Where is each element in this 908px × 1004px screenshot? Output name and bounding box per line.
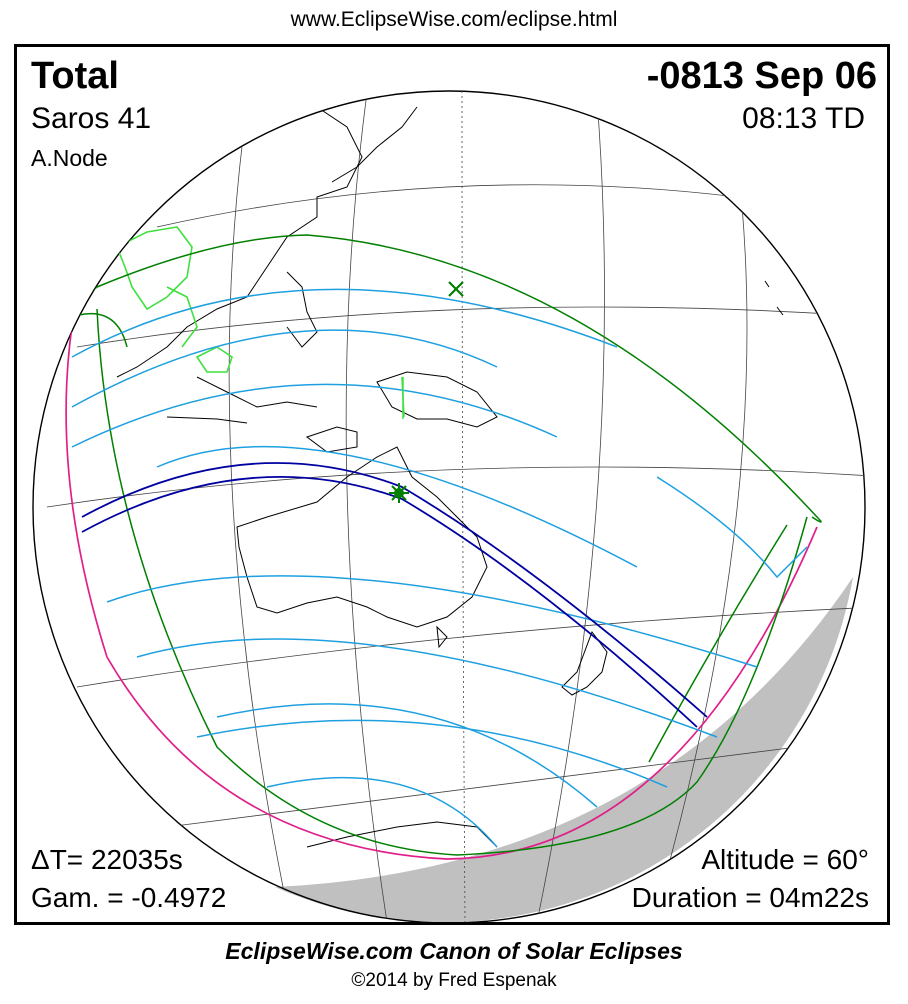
sun-altitude: Altitude = 60° [701,844,869,875]
coastlines [116,106,784,848]
gamma-value: Gam. = -0.4972 [31,882,227,913]
globe-outline [32,90,866,922]
totality-duration: Duration = 04m22s [631,882,869,913]
saros-number: Saros 41 [31,102,152,135]
lunar-node: A.Node [31,145,108,171]
eclipse-type: Total [31,55,119,97]
eclipse-time: 08:13 TD [742,102,865,135]
eclipse-date: -0813 Sep 06 [646,55,877,97]
eclipse-curves [65,234,822,860]
source-url[interactable]: www.EclipseWise.com/eclipse.html [290,8,618,31]
graticule [46,91,865,922]
globe-map [32,90,866,922]
footer-copyright: ©2014 by Fred Espenak [351,970,557,991]
greatest-eclipse-star-marker [389,483,409,503]
footer-title: EclipseWise.com Canon of Solar Eclipses [225,938,683,964]
eclipse-map-frame: Total -0813 Sep 06 Saros 41 08:13 TD A.N… [14,44,890,925]
delta-t: ΔT= 22035s [31,844,183,875]
subsolar-x-marker [448,281,464,297]
earth-shadow [275,577,853,922]
